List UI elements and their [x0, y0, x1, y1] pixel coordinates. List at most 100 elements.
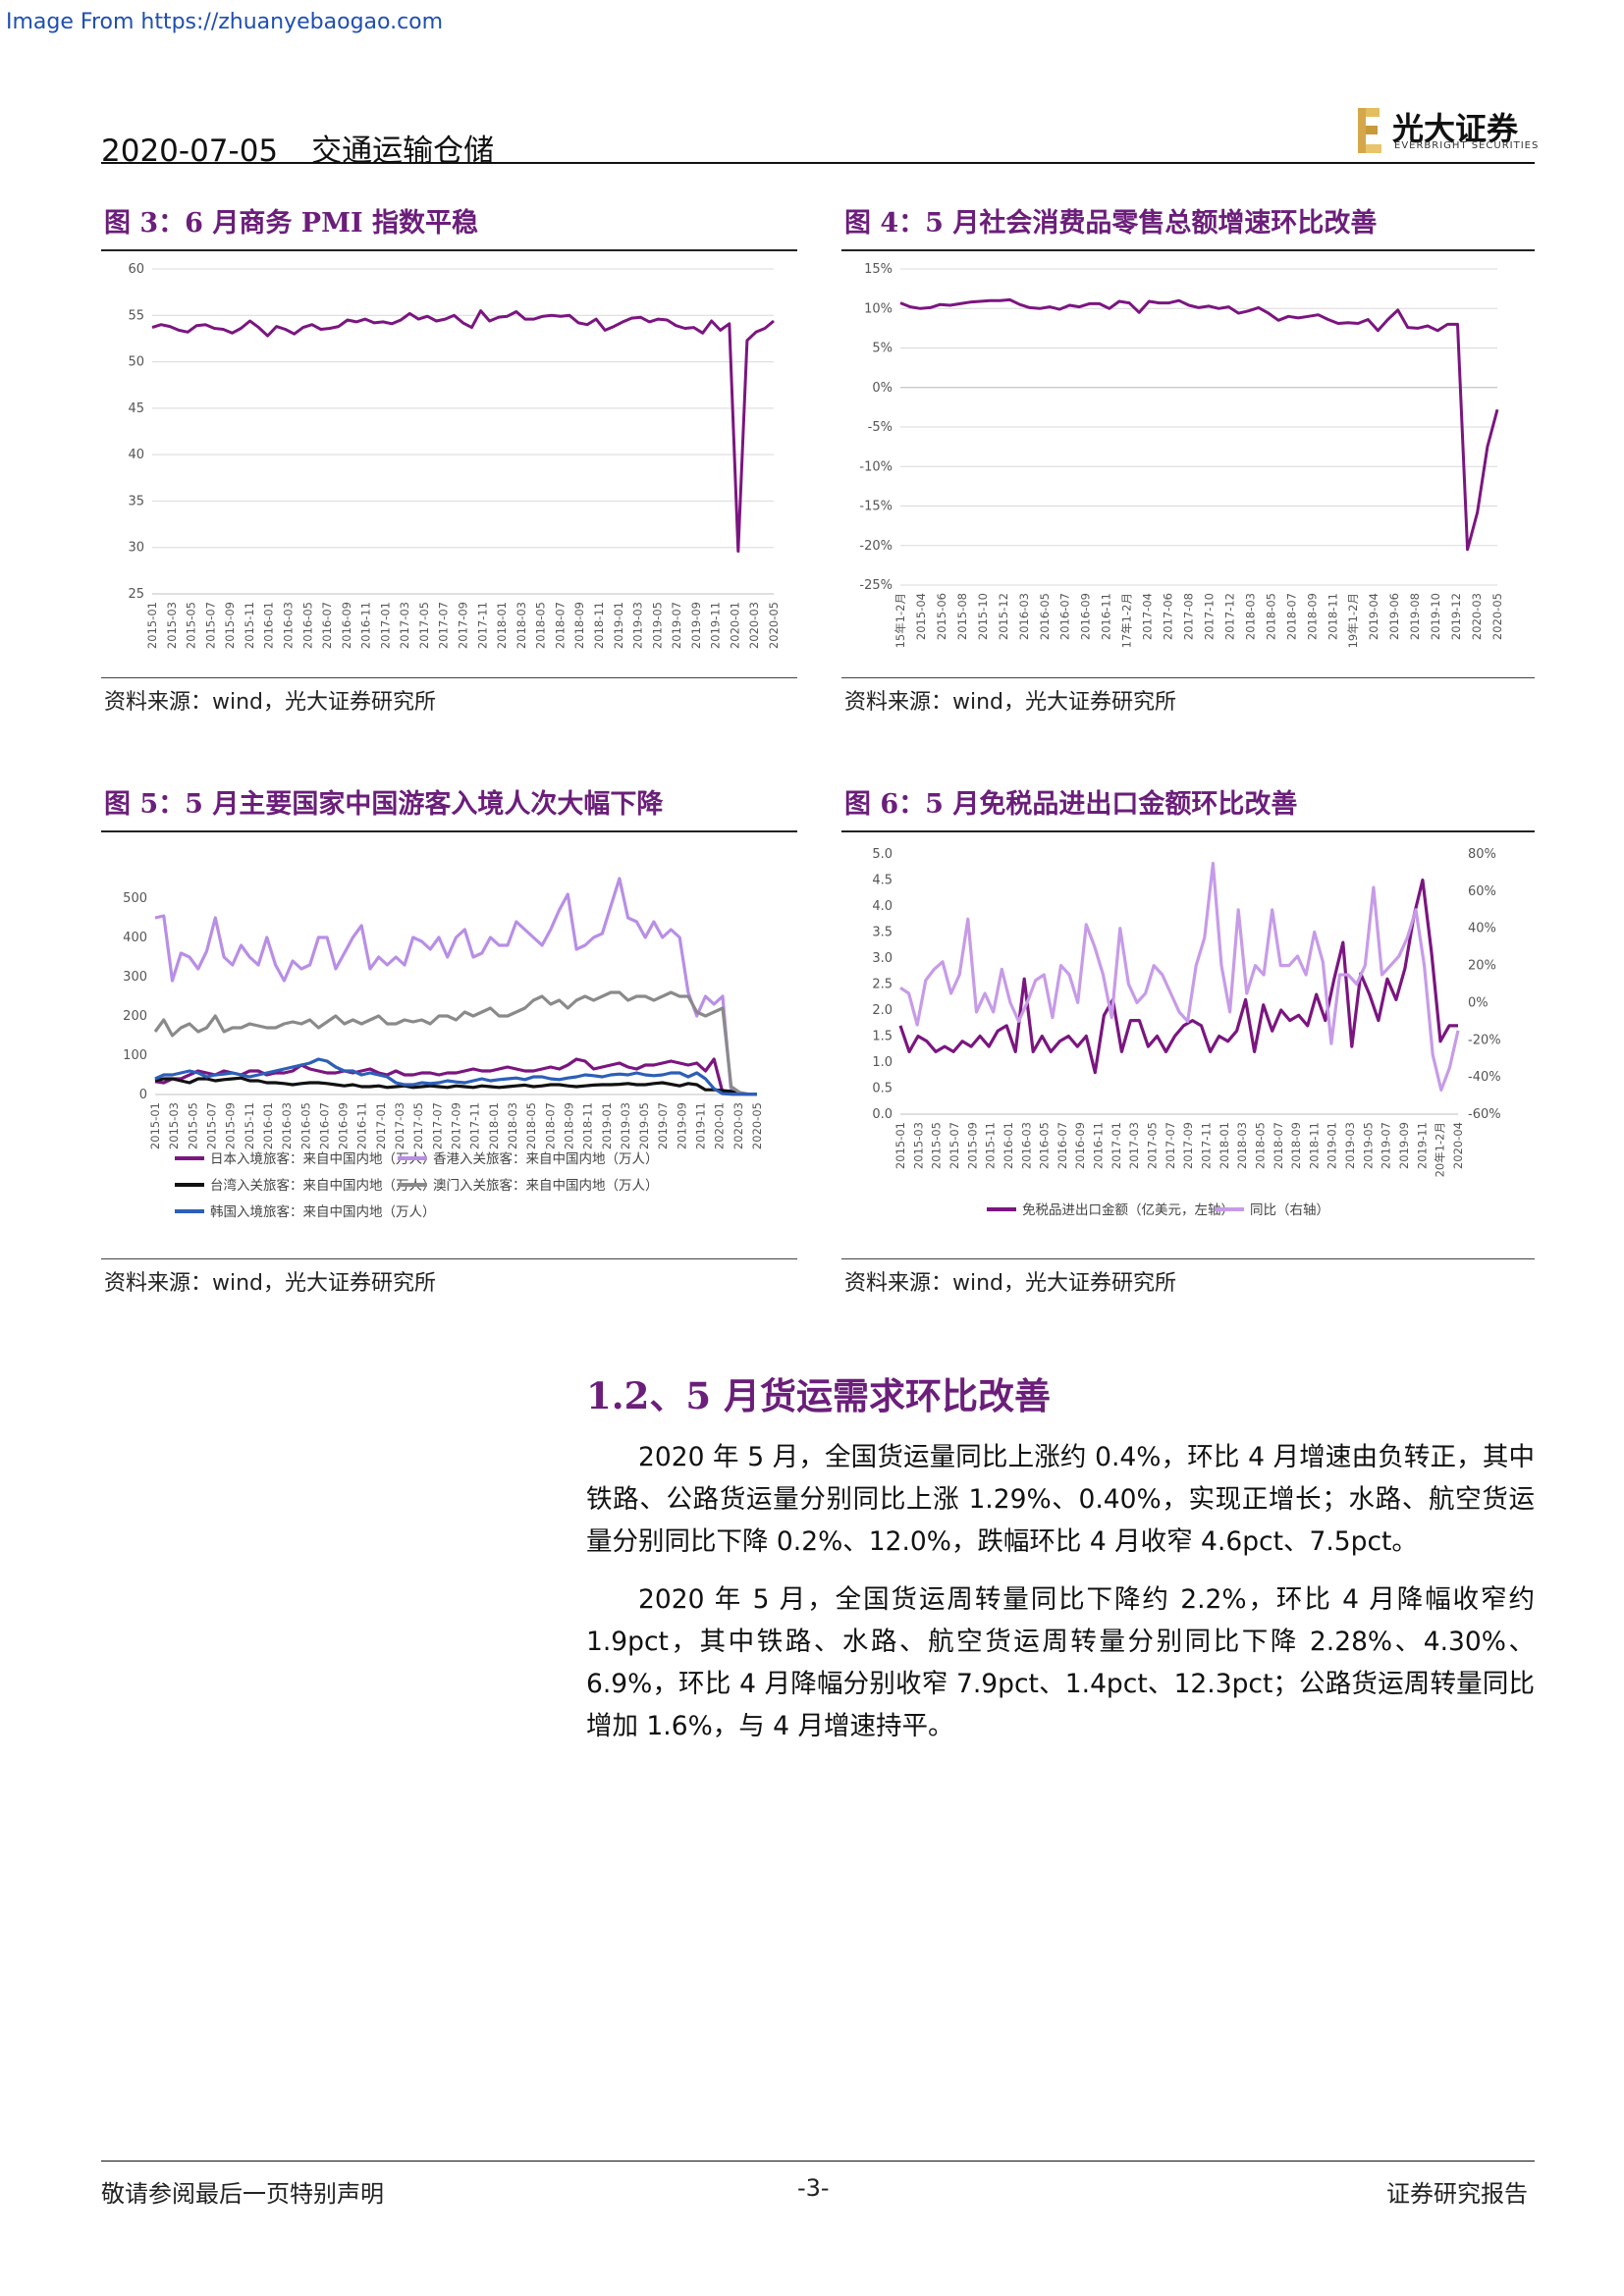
x-tick-label: 2015-06: [935, 593, 948, 640]
y-tick-label: 0.0: [872, 1107, 893, 1122]
x-tick-label: 2015-05: [185, 602, 198, 649]
legend-label: 日本入境旅客：来自中国内地（万人）: [210, 1150, 436, 1167]
x-tick-label: 2017-03: [398, 602, 411, 649]
x-tick-label: 2017-11: [1199, 1122, 1213, 1169]
y-tick-label: -5%: [868, 420, 893, 435]
x-tick-label: 2016-09: [1073, 1122, 1087, 1169]
x-tick-label: 2020-05: [1490, 593, 1504, 640]
x-tick-label: 2017-01: [374, 1102, 388, 1149]
x-tick-label: 2019-04: [1367, 593, 1380, 640]
x-tick-label: 2020-05: [767, 602, 781, 649]
x-tick-label: 2016-01: [1001, 1122, 1015, 1169]
y-tick-label: 500: [123, 891, 147, 906]
x-tick-label: 2020-01: [713, 1102, 727, 1149]
x-tick-label: 2016-03: [1017, 593, 1031, 640]
fig4-title: 图 4：5 月社会消费品零售总额增速环比改善: [844, 208, 1378, 239]
x-tick-label: 2015-01: [145, 602, 159, 649]
x-tick-label: 2018-09: [1289, 1122, 1303, 1169]
x-tick-label: 2015-09: [223, 602, 237, 649]
x-tick-label: 2018-09: [1305, 593, 1319, 640]
y-tick-label: 100: [123, 1048, 147, 1063]
legend-label: 韩国入境旅客：来自中国内地（万人）: [210, 1203, 436, 1220]
fig4-source: 资料来源：wind，光大证券研究所: [844, 690, 1177, 715]
x-tick-label: 2015-05: [186, 1102, 199, 1149]
fig3-bottom-rule: [101, 677, 797, 678]
x-tick-label: 2019-07: [1380, 1122, 1393, 1169]
x-tick-label: 2019-12: [1449, 593, 1463, 640]
fig5-title: 图 5：5 月主要国家中国游客入境人次大幅下降: [104, 789, 664, 820]
x-tick-label: 2018-11: [592, 602, 606, 649]
legend-label: 同比（右轴）: [1250, 1202, 1329, 1218]
fig3-title: 图 3：6 月商务 PMI 指数平稳: [104, 208, 478, 239]
x-tick-label: 2015-10: [976, 593, 990, 640]
x-tick-label: 2018-05: [524, 1102, 538, 1149]
fig4-top-rule: [841, 249, 1535, 251]
fig5-bottom-rule: [101, 1258, 797, 1259]
x-tick-label: 2015-07: [203, 602, 217, 649]
x-tick-label: 2015-03: [911, 1122, 925, 1169]
fig6-top-rule: [841, 830, 1535, 832]
x-tick-label: 2018-07: [553, 602, 567, 649]
x-tick-label: 2019-08: [1408, 593, 1422, 640]
x-tick-label: 17年1-2月: [1120, 593, 1134, 648]
x-tick-label: 2016-07: [1056, 1122, 1069, 1169]
x-tick-label: 2017-08: [1182, 593, 1196, 640]
fig3-source: 资料来源：wind，光大证券研究所: [104, 690, 437, 715]
y-tick-label: 4.0: [872, 899, 893, 914]
x-tick-label: 2019-03: [619, 1102, 632, 1149]
x-tick-label: 2017-05: [417, 602, 431, 649]
y2-tick-label: 80%: [1468, 847, 1496, 862]
watermark-text: Image From https://zhuanyebaogao.com: [6, 10, 444, 34]
x-tick-label: 2015-11: [243, 602, 256, 649]
y-tick-label: 400: [123, 931, 147, 945]
x-tick-label: 2017-07: [430, 1102, 444, 1149]
y-tick-label: 0.5: [872, 1082, 893, 1096]
x-tick-label: 2017-03: [393, 1102, 406, 1149]
y-tick-label: 40: [128, 448, 144, 462]
x-tick-label: 2018-01: [495, 602, 509, 649]
x-tick-label: 2019-01: [1326, 1122, 1339, 1169]
y-tick-label: -25%: [859, 578, 893, 593]
page-number: -3-: [797, 2174, 830, 2202]
x-tick-label: 2018-07: [1272, 1122, 1285, 1169]
fig5-source: 资料来源：wind，光大证券研究所: [104, 1271, 437, 1296]
y-tick-label: 5.0: [872, 847, 893, 862]
x-tick-label: 2019-11: [694, 1102, 708, 1149]
x-tick-label: 2015-01: [148, 1102, 162, 1149]
y-tick-label: 25: [128, 587, 144, 602]
x-tick-label: 2018-03: [506, 1102, 519, 1149]
x-tick-label: 2017-09: [450, 1102, 463, 1149]
x-tick-label: 2016-11: [359, 602, 373, 649]
y-tick-label: 10%: [864, 301, 893, 316]
x-tick-label: 2020-01: [728, 602, 741, 649]
x-tick-label: 2015-09: [965, 1122, 979, 1169]
x-tick-label: 2017-03: [1127, 1122, 1141, 1169]
y-tick-label: 0: [139, 1088, 147, 1102]
y-tick-label: 30: [128, 541, 144, 556]
x-tick-label: 2017-06: [1162, 593, 1175, 640]
x-tick-label: 2018-05: [1264, 593, 1277, 640]
x-tick-label: 15年1-2月: [893, 593, 907, 648]
x-tick-label: 2017-09: [1181, 1122, 1195, 1169]
y-tick-label: 1.0: [872, 1055, 893, 1070]
logo-en: EVERBRIGHT SECURITIES: [1394, 140, 1540, 151]
x-tick-label: 2019-09: [675, 1102, 688, 1149]
x-tick-label: 2017-05: [411, 1102, 425, 1149]
series-line-2: [154, 877, 757, 1096]
y-tick-label: 55: [128, 308, 144, 323]
x-tick-label: 2018-03: [514, 602, 528, 649]
x-tick-label: 2015-07: [204, 1102, 218, 1149]
x-tick-label: 2018-07: [1284, 593, 1298, 640]
x-tick-label: 2015-09: [224, 1102, 238, 1149]
x-tick-label: 2020-04: [1451, 1122, 1465, 1169]
x-tick-label: 2016-11: [1100, 593, 1113, 640]
x-tick-label: 2016-03: [280, 1102, 294, 1149]
series-line-1: [898, 878, 1458, 1075]
x-tick-label: 2016-01: [262, 602, 276, 649]
y2-tick-label: -40%: [1468, 1070, 1501, 1085]
series-line-1: [154, 1057, 757, 1096]
y2-tick-label: 20%: [1468, 959, 1496, 974]
x-tick-label: 2016-07: [320, 602, 334, 649]
x-tick-label: 2017-11: [475, 602, 489, 649]
y2-tick-label: -20%: [1468, 1033, 1501, 1047]
